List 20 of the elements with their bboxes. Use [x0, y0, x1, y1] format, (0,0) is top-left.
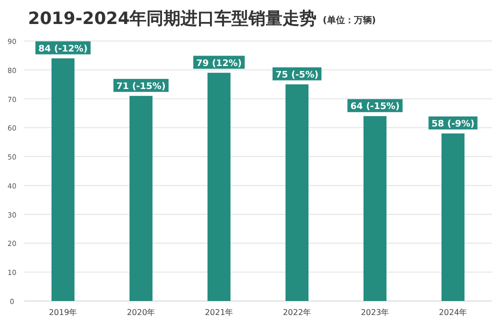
data-label: 75 (-5%) — [276, 70, 318, 80]
chart-subtitle: (单位：万辆) — [322, 15, 376, 26]
x-tick-label: 2020年 — [126, 308, 156, 317]
chart-title: 2019-2024年同期进口车型销量走势 — [28, 9, 317, 29]
x-tick-label: 2022年 — [282, 308, 312, 317]
data-label: 79 (12%) — [196, 58, 242, 69]
bar — [208, 72, 230, 301]
data-label: 71 (-15%) — [116, 82, 166, 92]
data-label: 84 (-12%) — [38, 44, 88, 54]
bar — [364, 116, 386, 301]
bar — [130, 96, 152, 301]
x-tick-label: 2023年 — [360, 308, 390, 317]
x-tick-label: 2024年 — [438, 308, 468, 317]
bar — [286, 84, 308, 301]
bar — [442, 133, 464, 301]
data-label: 64 (-15%) — [350, 102, 400, 112]
data-label: 58 (-9%) — [432, 119, 474, 130]
x-tick-label: 2019年 — [48, 308, 78, 317]
bar — [52, 58, 74, 301]
x-tick-label: 2021年 — [204, 308, 234, 317]
